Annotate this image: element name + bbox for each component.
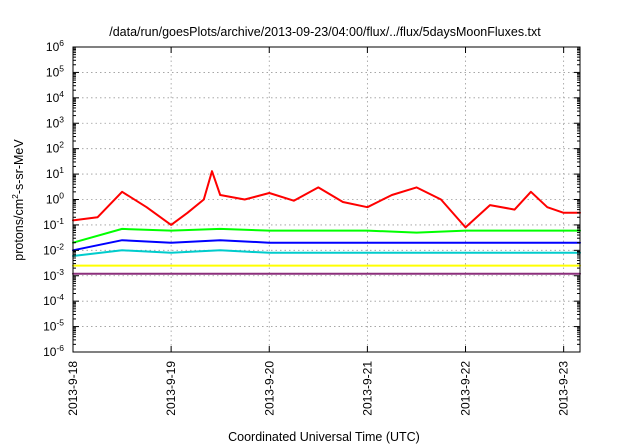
axis-ticks: 10-610-510-410-310-210-11001011021031041… bbox=[43, 38, 580, 416]
series-line-3 bbox=[72, 239, 581, 252]
y-tick-exponent: 0 bbox=[59, 191, 64, 201]
y-tick-base: 10 bbox=[46, 116, 60, 130]
y-tick-base: 10 bbox=[46, 142, 60, 156]
series-line-1 bbox=[72, 170, 581, 229]
y-tick-base: 10 bbox=[46, 91, 60, 105]
x-tick-label: 2013-9-23 bbox=[557, 361, 571, 416]
y-tick-exponent: 5 bbox=[59, 63, 64, 73]
y-tick-exponent: 2 bbox=[59, 140, 64, 150]
y-tick-base: 10 bbox=[46, 40, 60, 54]
y-axis-label-superscript: 2 bbox=[10, 194, 20, 199]
series-line-4 bbox=[72, 249, 581, 257]
y-tick-label: 10-6 bbox=[43, 343, 64, 359]
y-tick-base: 10 bbox=[46, 193, 60, 207]
y-tick-exponent: 1 bbox=[59, 165, 64, 175]
y-tick-exponent: -4 bbox=[56, 292, 64, 302]
y-tick-base: 10 bbox=[46, 65, 60, 79]
y-tick-exponent: -5 bbox=[56, 318, 64, 328]
y-tick-label: 100 bbox=[46, 191, 64, 207]
grid-lines bbox=[72, 46, 580, 353]
y-tick-base: 10 bbox=[43, 294, 57, 308]
series-layer bbox=[72, 170, 581, 275]
y-tick-label: 103 bbox=[46, 114, 64, 130]
y-tick-exponent: -2 bbox=[56, 241, 64, 251]
y-axis-label-text: protons/cm bbox=[12, 199, 26, 261]
y-tick-label: 104 bbox=[46, 89, 64, 105]
y-tick-base: 10 bbox=[46, 167, 60, 181]
y-tick-exponent: 3 bbox=[59, 114, 64, 124]
y-tick-base: 10 bbox=[43, 218, 57, 232]
y-tick-label: 101 bbox=[46, 165, 64, 181]
y-tick-label: 10-1 bbox=[43, 216, 64, 232]
y-tick-label: 10-5 bbox=[43, 318, 64, 334]
y-tick-base: 10 bbox=[43, 269, 57, 283]
series-line-2 bbox=[72, 227, 581, 244]
y-tick-label: 106 bbox=[46, 38, 64, 54]
y-tick-exponent: 6 bbox=[59, 38, 64, 48]
y-tick-base: 10 bbox=[43, 243, 57, 257]
x-tick-label: 2013-9-20 bbox=[262, 361, 276, 416]
y-tick-exponent: -1 bbox=[56, 216, 64, 226]
y-tick-exponent: 4 bbox=[59, 89, 64, 99]
x-tick-label: 2013-9-22 bbox=[459, 361, 473, 416]
y-tick-label: 10-3 bbox=[43, 267, 64, 283]
x-tick-label: 2013-9-21 bbox=[360, 361, 374, 416]
y-axis-label-text-end: -s-sr-MeV bbox=[12, 139, 26, 195]
x-axis-label: Coordinated Universal Time (UTC) bbox=[228, 430, 420, 444]
y-tick-exponent: -3 bbox=[56, 267, 64, 277]
y-tick-label: 10-4 bbox=[43, 292, 64, 308]
y-tick-label: 105 bbox=[46, 63, 64, 79]
x-tick-label: 2013-9-19 bbox=[164, 361, 178, 416]
chart-title: /data/run/goesPlots/archive/2013-09-23/0… bbox=[109, 25, 541, 39]
y-tick-label: 10-2 bbox=[43, 241, 64, 257]
y-tick-base: 10 bbox=[43, 320, 57, 334]
x-tick-label: 2013-9-18 bbox=[66, 361, 80, 416]
y-tick-exponent: -6 bbox=[56, 343, 64, 353]
y-tick-base: 10 bbox=[43, 345, 57, 359]
y-tick-label: 102 bbox=[46, 140, 64, 156]
y-axis-label: protons/cm2-s-sr-MeV bbox=[10, 139, 26, 261]
